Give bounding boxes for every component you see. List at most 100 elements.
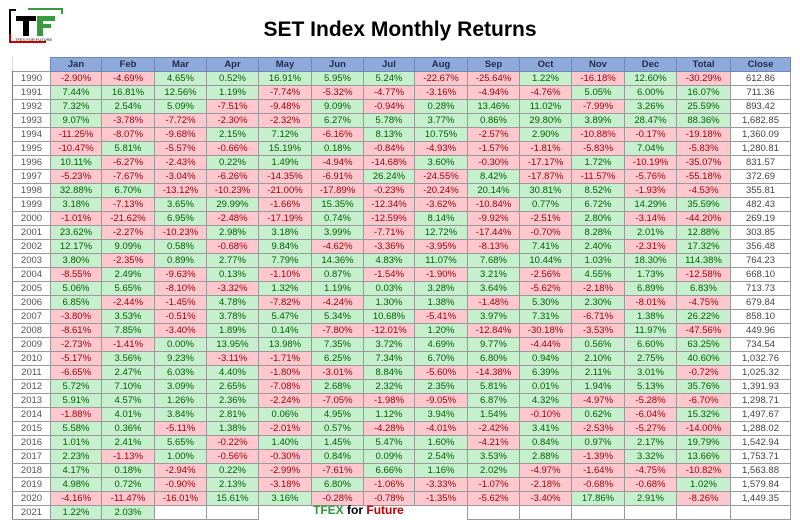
monthly-return-cell: 0.52% xyxy=(206,71,259,86)
monthly-return-cell: 0.72% xyxy=(101,477,155,492)
monthly-return-cell: -6.16% xyxy=(311,127,364,142)
monthly-return-cell: -7.05% xyxy=(311,393,364,408)
monthly-return-cell: 14.29% xyxy=(624,197,677,212)
monthly-return-cell: 15.35% xyxy=(311,197,364,212)
monthly-return-cell: -5.57% xyxy=(154,141,207,156)
table-row: 2000 -1.01% -21.62% 6.95% -2.48% -17.19% 0.74%… xyxy=(12,211,791,226)
year-cell: 2004 xyxy=(12,267,51,282)
monthly-return-cell: -10.84% xyxy=(467,197,520,212)
total-return-cell: -14.00% xyxy=(676,421,731,436)
monthly-return-cell: -8.10% xyxy=(154,281,207,296)
monthly-return-cell: 6.89% xyxy=(624,281,677,296)
tfex-logo: TFEX FOR FUTURE xyxy=(6,4,64,44)
monthly-return-cell: -12.34% xyxy=(363,197,415,212)
monthly-return-cell: 6.70% xyxy=(414,351,468,366)
monthly-return-cell: -4.69% xyxy=(101,71,155,86)
monthly-return-cell: 7.12% xyxy=(258,127,312,142)
tag-tfex: TFEX xyxy=(313,503,344,517)
year-cell: 2014 xyxy=(12,407,51,422)
close-cell: 764.23 xyxy=(730,253,791,268)
monthly-return-cell: 1.26% xyxy=(154,393,207,408)
monthly-return-cell: -8.55% xyxy=(50,267,102,282)
monthly-return-cell: 5.47% xyxy=(258,309,312,324)
monthly-return-cell: 2.49% xyxy=(101,267,155,282)
monthly-return-cell: -9.05% xyxy=(414,393,468,408)
monthly-return-cell: -11.57% xyxy=(571,169,625,184)
monthly-return-cell: 2.68% xyxy=(311,379,364,394)
monthly-return-cell: -3.62% xyxy=(414,197,468,212)
monthly-return-cell: 3.99% xyxy=(311,225,364,240)
monthly-return-cell: 0.87% xyxy=(311,267,364,282)
monthly-return-cell: 3.97% xyxy=(467,309,520,324)
monthly-return-cell: -2.42% xyxy=(467,421,520,436)
close-cell: 1,579.84 xyxy=(730,477,791,492)
monthly-return-cell: -2.31% xyxy=(624,239,677,254)
monthly-return-cell: 14.36% xyxy=(311,253,364,268)
close-cell: 356.48 xyxy=(730,239,791,254)
monthly-return-cell: 23.62% xyxy=(50,225,102,240)
total-return-cell: -6.70% xyxy=(676,393,731,408)
year-cell: 2008 xyxy=(12,323,51,338)
monthly-return-cell: 12.72% xyxy=(414,225,468,240)
monthly-return-cell: -0.68% xyxy=(206,239,259,254)
monthly-return-cell: -5.23% xyxy=(50,169,102,184)
close-cell: 355.81 xyxy=(730,183,791,198)
monthly-return-cell: 2.32% xyxy=(363,379,415,394)
monthly-return-cell: 3.89% xyxy=(571,113,625,128)
monthly-return-cell: -22.67% xyxy=(414,71,468,86)
monthly-return-cell: 5.78% xyxy=(363,113,415,128)
monthly-return-cell: 1.22% xyxy=(50,505,102,520)
monthly-return-cell: 0.03% xyxy=(363,281,415,296)
monthly-return-cell: 3.18% xyxy=(50,197,102,212)
monthly-return-cell: 2.35% xyxy=(414,379,468,394)
monthly-return-cell: -1.88% xyxy=(50,407,102,422)
monthly-return-cell: -4.16% xyxy=(50,491,102,506)
monthly-return-cell: -7.80% xyxy=(311,323,364,338)
table-row: 2005 5.06% 5.65% -8.10% -3.32% 1.32% 1.19% 0.03… xyxy=(12,281,791,296)
monthly-return-cell: 6.87% xyxy=(467,393,520,408)
monthly-return-cell: 5.95% xyxy=(311,71,364,86)
monthly-return-cell: -3.95% xyxy=(414,239,468,254)
monthly-return-cell: -0.17% xyxy=(624,127,677,142)
close-cell: 1,563.88 xyxy=(730,463,791,478)
monthly-return-cell: -16.01% xyxy=(154,491,207,506)
monthly-return-cell: 5.09% xyxy=(154,99,207,114)
monthly-return-cell: 6.66% xyxy=(363,463,415,478)
empty-cell xyxy=(154,505,207,520)
monthly-return-cell: -6.27% xyxy=(101,155,155,170)
column-header-may: May xyxy=(258,57,312,72)
monthly-return-cell: -11.47% xyxy=(101,491,155,506)
monthly-return-cell: -0.22% xyxy=(206,435,259,450)
close-cell: 372.69 xyxy=(730,169,791,184)
monthly-return-cell: 8.13% xyxy=(363,127,415,142)
monthly-return-cell: 0.14% xyxy=(258,323,312,338)
year-cell: 1991 xyxy=(12,85,51,100)
monthly-return-cell: -5.83% xyxy=(571,141,625,156)
total-return-cell: -4.75% xyxy=(676,295,731,310)
total-return-cell: 15.32% xyxy=(676,407,731,422)
monthly-return-cell: -6.71% xyxy=(571,309,625,324)
monthly-return-cell: -2.01% xyxy=(258,421,312,436)
monthly-return-cell: 3.84% xyxy=(154,407,207,422)
monthly-return-cell: -9.63% xyxy=(154,267,207,282)
monthly-return-cell: -2.57% xyxy=(467,127,520,142)
close-cell: 303.85 xyxy=(730,225,791,240)
total-return-cell: 88.36% xyxy=(676,113,731,128)
monthly-return-cell: 0.09% xyxy=(363,449,415,464)
monthly-return-cell: 26.24% xyxy=(363,169,415,184)
monthly-return-cell: 2.80% xyxy=(571,211,625,226)
monthly-return-cell: -25.64% xyxy=(467,71,520,86)
total-return-cell: -0.72% xyxy=(676,365,731,380)
monthly-return-cell: -1.01% xyxy=(50,211,102,226)
monthly-return-cell: 9.84% xyxy=(258,239,312,254)
monthly-return-cell: 5.34% xyxy=(311,309,364,324)
monthly-return-cell: 29.99% xyxy=(206,197,259,212)
monthly-return-cell: 0.01% xyxy=(519,379,572,394)
close-cell: 734.54 xyxy=(730,337,791,352)
monthly-return-cell: -0.78% xyxy=(363,491,415,506)
monthly-return-cell: 7.79% xyxy=(258,253,312,268)
monthly-return-cell: 8.28% xyxy=(571,225,625,240)
monthly-return-cell: -4.77% xyxy=(363,85,415,100)
monthly-return-cell: 3.18% xyxy=(258,225,312,240)
monthly-return-cell: 6.80% xyxy=(467,351,520,366)
